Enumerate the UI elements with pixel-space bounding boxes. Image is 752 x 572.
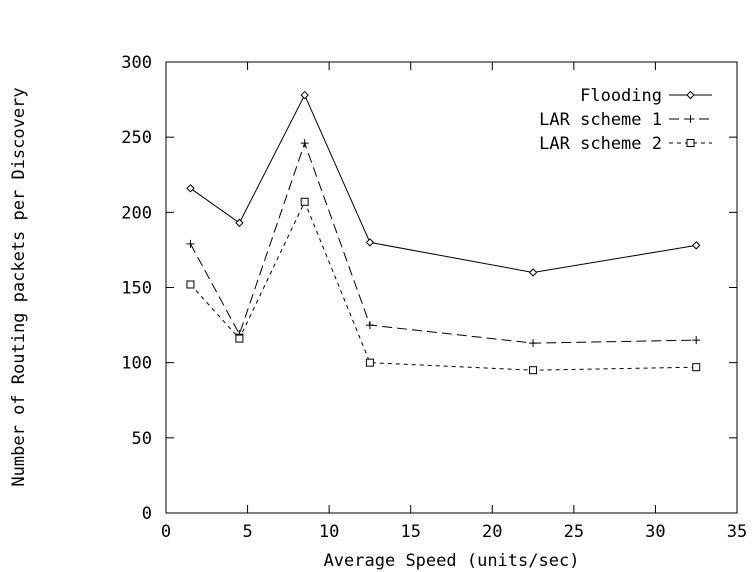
y-tick-label: 250: [121, 128, 152, 148]
data-point-marker: [529, 339, 538, 348]
axis-ticks: [165, 61, 738, 514]
x-tick-label: 35: [727, 522, 747, 542]
legend-marker: [686, 115, 695, 123]
y-tick-label: 0: [142, 504, 152, 524]
series-line: [190, 141, 697, 344]
legend-item: LAR scheme 1: [539, 110, 712, 130]
data-point-marker: [528, 268, 538, 277]
legend-label: LAR scheme 1: [539, 110, 662, 130]
data-point-marker: [365, 238, 375, 247]
legend-marker: [686, 139, 695, 147]
series-1: [186, 90, 701, 277]
data-point-marker: [692, 336, 701, 345]
series-2: [186, 139, 701, 348]
y-tick-label: 50: [132, 429, 152, 449]
data-point-marker: [235, 334, 244, 343]
y-axis-title: Number of Routing packets per Discovery: [9, 87, 29, 486]
series-line: [190, 93, 697, 273]
x-tick-label: 30: [645, 522, 665, 542]
x-tick-label: 5: [242, 522, 252, 542]
data-point-marker: [300, 197, 309, 206]
x-axis-title: Average Speed (units/sec): [324, 551, 580, 571]
data-point-marker: [235, 218, 244, 228]
legend: Flooding LAR scheme 1 LAR scheme 2: [539, 86, 712, 154]
series-layer: [186, 90, 701, 375]
series-3: [186, 197, 701, 375]
data-point-marker: [186, 280, 195, 289]
axis-tick-labels: 0 5 10 15 20 25 30 35 0 50 100 150 200 250 300: [121, 53, 747, 542]
legend-item: Flooding: [580, 86, 712, 106]
legend-marker: [686, 90, 695, 100]
data-point-marker: [300, 139, 309, 148]
data-point-marker: [365, 358, 374, 367]
data-point-marker: [692, 241, 701, 250]
legend-label: Flooding: [580, 86, 662, 106]
y-tick-label: 200: [121, 203, 152, 223]
legend-item: LAR scheme 2: [539, 134, 712, 154]
data-point-marker: [529, 366, 538, 375]
x-tick-label: 15: [400, 522, 420, 542]
y-tick-label: 150: [121, 279, 152, 299]
data-point-marker: [692, 363, 701, 372]
x-tick-label: 20: [482, 522, 502, 542]
x-tick-label: 10: [319, 522, 339, 542]
y-tick-label: 300: [121, 53, 152, 73]
series-line: [190, 200, 697, 371]
y-tick-label: 100: [121, 354, 152, 374]
data-point-marker: [365, 321, 374, 330]
data-point-marker: [300, 90, 309, 100]
data-point-marker: [186, 184, 195, 193]
x-tick-label: 25: [564, 522, 584, 542]
legend-label: LAR scheme 2: [539, 134, 662, 154]
x-tick-label: 0: [161, 522, 171, 542]
data-point-marker: [186, 239, 195, 248]
